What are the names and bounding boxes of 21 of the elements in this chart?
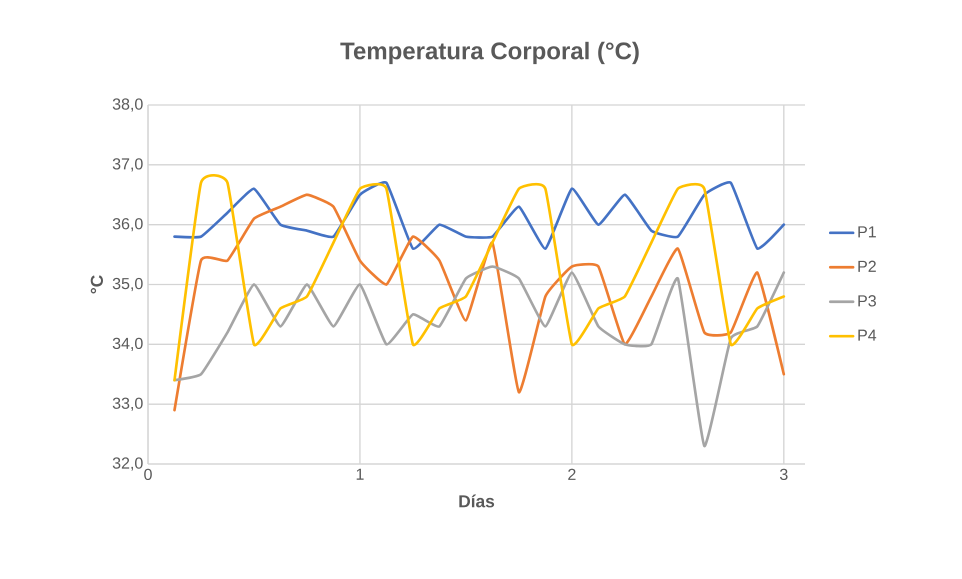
y-tick-label: 35,0 [112,278,143,292]
y-tick-label: 37,0 [112,158,143,172]
y-tick-label: 34,0 [112,338,143,351]
line-series [173,193,786,412]
chart-title: Temperatura Corporal (°C) [340,42,639,64]
x-tick-label: 1 [356,468,364,480]
line-series [173,265,786,448]
y-tick-label: 32,0 [112,457,143,471]
legend-label: P2 [858,260,876,272]
line-series [173,181,786,250]
legend-label: P1 [858,226,876,238]
legend-label: P3 [858,295,876,306]
x-tick-label: 2 [568,468,576,480]
x-tick-label: 0 [144,468,152,480]
y-tick-label: 38,0 [112,98,143,112]
x-axis-title: Días [459,494,494,508]
y-axis-title: °C [90,275,103,294]
y-tick-label: 36,0 [112,218,143,232]
x-tick-label: 3 [780,468,788,480]
legend-label: P4 [858,330,876,341]
y-tick-label: 33,0 [112,398,143,411]
